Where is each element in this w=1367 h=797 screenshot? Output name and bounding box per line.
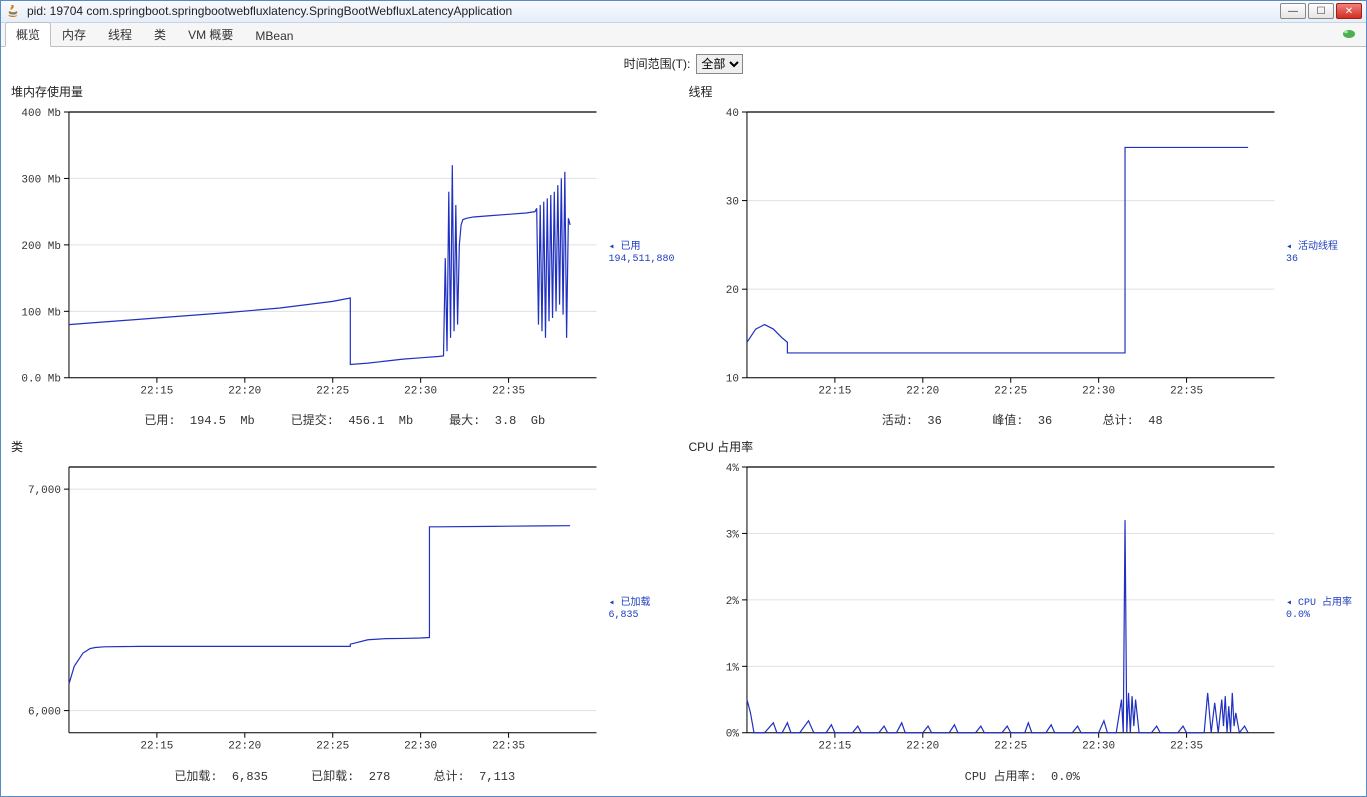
threads-legend: ◂ 活动线程 36 [1282,104,1358,406]
tab-3[interactable]: 类 [143,22,177,46]
svg-text:22:20: 22:20 [228,385,261,397]
svg-text:22:25: 22:25 [316,385,349,397]
panel-grid: 堆内存使用量 0.0 Mb 100 Mb 200 Mb 300 Mb 400 Mb 22:… [1,81,1366,796]
classes-chart: 6,000 7,000 22:15 22:20 22:25 22:30 22:35 [9,459,605,761]
heap-footer: 已用: 194.5 Mb 已提交: 456.1 Mb 最大: 3.8 Gb [9,405,681,430]
window-title: pid: 19704 com.springboot.springbootwebf… [27,4,1280,18]
tab-0[interactable]: 概览 [5,22,51,47]
classes-footer: 已加载: 6,835 已卸载: 278 总计: 7,113 [9,761,681,786]
svg-text:22:30: 22:30 [404,741,437,753]
panel-cpu: CPU 占用率 0% 1% 2% 3% 4% 22:15 22:20 22:25 22:30 22… [687,436,1359,786]
svg-text:22:30: 22:30 [404,385,437,397]
svg-text:22:20: 22:20 [906,385,939,397]
minimize-button[interactable]: — [1280,3,1306,19]
tab-2[interactable]: 线程 [97,22,143,46]
svg-text:4%: 4% [725,463,739,475]
tab-5[interactable]: MBean [244,25,304,46]
svg-text:22:15: 22:15 [818,741,851,753]
svg-text:22:30: 22:30 [1082,741,1115,753]
svg-text:7,000: 7,000 [28,485,61,497]
svg-text:1%: 1% [725,663,739,675]
time-range-row: 时间范围(T): 全部 [1,47,1366,81]
svg-text:22:25: 22:25 [994,741,1027,753]
svg-text:10: 10 [725,373,738,385]
svg-text:22:35: 22:35 [492,741,525,753]
svg-text:300 Mb: 300 Mb [21,174,61,186]
svg-text:22:20: 22:20 [228,741,261,753]
svg-text:22:35: 22:35 [1170,741,1203,753]
svg-text:22:35: 22:35 [1170,385,1203,397]
heap-chart: 0.0 Mb 100 Mb 200 Mb 300 Mb 400 Mb 22:15 22:20… [9,104,605,406]
svg-text:22:15: 22:15 [140,741,173,753]
panel-title: 堆内存使用量 [9,81,681,104]
java-icon [5,3,21,19]
svg-text:400 Mb: 400 Mb [21,108,61,120]
svg-text:3%: 3% [725,530,739,542]
panel-classes: 类 6,000 7,000 22:15 22:20 22:25 22:30 22:35 ◂ … [9,436,681,786]
tabbar: 概览内存线程类VM 概要MBean [1,23,1366,47]
titlebar: pid: 19704 com.springboot.springbootwebf… [1,1,1366,23]
cpu-chart: 0% 1% 2% 3% 4% 22:15 22:20 22:25 22:30 22:35 [687,459,1283,761]
svg-text:22:20: 22:20 [906,741,939,753]
time-range-label: 时间范围(T): [624,55,691,72]
panel-threads: 线程 10 20 30 40 22:15 22:20 22:25 22:30 22:35 ◂ 活… [687,81,1359,431]
svg-text:22:25: 22:25 [316,741,349,753]
svg-text:22:35: 22:35 [492,385,525,397]
cpu-footer: CPU 占用率: 0.0% [687,761,1359,786]
svg-text:6,000: 6,000 [28,707,61,719]
classes-legend: ◂ 已加载 6,835 [605,459,681,761]
panel-title: 线程 [687,81,1359,104]
tab-4[interactable]: VM 概要 [177,22,244,46]
svg-text:22:15: 22:15 [818,385,851,397]
panel-heap: 堆内存使用量 0.0 Mb 100 Mb 200 Mb 300 Mb 400 Mb 22:… [9,81,681,431]
svg-text:200 Mb: 200 Mb [21,240,61,252]
threads-footer: 活动: 36 峰值: 36 总计: 48 [687,405,1359,430]
close-button[interactable]: ✕ [1336,3,1362,19]
svg-text:0%: 0% [725,729,739,741]
connect-icon[interactable] [1340,27,1358,41]
jconsole-window: pid: 19704 com.springboot.springbootwebf… [0,0,1367,797]
svg-text:40: 40 [725,108,738,120]
cpu-legend: ◂ CPU 占用率 0.0% [1282,459,1358,761]
svg-text:20: 20 [725,285,738,297]
panel-title: CPU 占用率 [687,436,1359,459]
time-range-select[interactable]: 全部 [696,54,743,74]
svg-text:22:15: 22:15 [140,385,173,397]
svg-text:22:25: 22:25 [994,385,1027,397]
tab-1[interactable]: 内存 [51,22,97,46]
maximize-button[interactable]: ☐ [1308,3,1334,19]
svg-text:30: 30 [725,196,738,208]
heap-legend: ◂ 已用 194,511,880 [605,104,681,406]
threads-chart: 10 20 30 40 22:15 22:20 22:25 22:30 22:35 [687,104,1283,406]
svg-text:100 Mb: 100 Mb [21,307,61,319]
panel-title: 类 [9,436,681,459]
svg-text:22:30: 22:30 [1082,385,1115,397]
svg-text:2%: 2% [725,596,739,608]
svg-text:0.0 Mb: 0.0 Mb [21,373,61,385]
